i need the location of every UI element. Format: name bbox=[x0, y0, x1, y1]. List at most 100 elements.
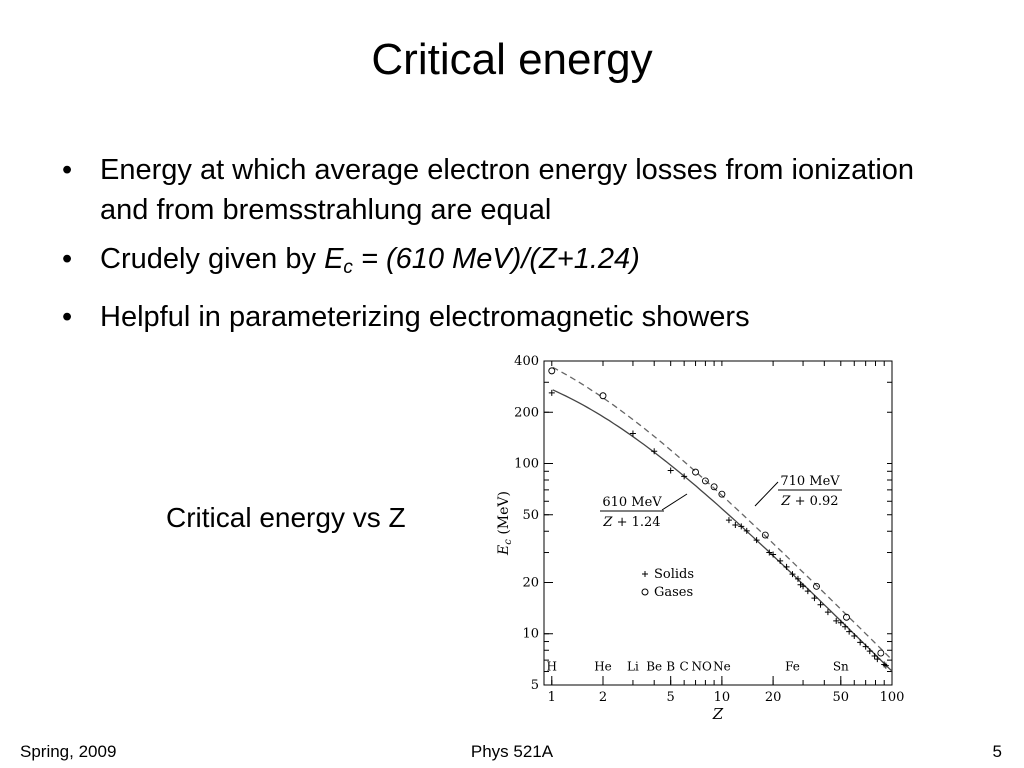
label-610-denominator: Z + 1.24 bbox=[602, 515, 660, 530]
solid-marker bbox=[794, 575, 801, 582]
solid-marker bbox=[857, 639, 864, 646]
bullet-item: • Crudely given by Ec = (610 MeV)/(Z+1.2… bbox=[62, 239, 962, 288]
curve-710-mev bbox=[552, 366, 893, 661]
element-label: H bbox=[547, 659, 557, 673]
solid-marker bbox=[753, 537, 760, 544]
x-tick-label: 10 bbox=[714, 690, 731, 705]
element-label: He bbox=[594, 659, 612, 673]
critical-energy-chart: 1 2 5 10 20 50 100 5 10 20 50 100 200 400 Z Ec (MeV) H He… bbox=[496, 354, 905, 723]
formula-text: = (610 MeV)/(Z+1.24) bbox=[352, 243, 640, 275]
solid-marker bbox=[629, 430, 636, 437]
y-tick-label: 10 bbox=[522, 627, 539, 642]
element-label: Li bbox=[627, 659, 639, 673]
solid-marker bbox=[837, 619, 844, 626]
x-tick-label: 100 bbox=[880, 690, 905, 705]
solid-marker bbox=[824, 609, 831, 616]
bullet-glyph: • bbox=[62, 154, 73, 186]
element-label: NO bbox=[691, 659, 712, 673]
gas-marker bbox=[710, 483, 718, 491]
label-610-pointer bbox=[661, 493, 688, 511]
y-tick-label: 50 bbox=[522, 508, 539, 523]
gas-marker bbox=[761, 531, 769, 539]
element-label: Be bbox=[646, 659, 662, 673]
solid-marker bbox=[667, 467, 674, 474]
x-tick-label: 20 bbox=[765, 690, 782, 705]
formula-subscript: c bbox=[343, 257, 353, 278]
solid-marker bbox=[783, 563, 790, 570]
y-tick-label: 200 bbox=[514, 405, 539, 420]
solid-marker bbox=[804, 588, 811, 595]
label-710-pointer bbox=[754, 481, 779, 507]
bullet-text: Crudely given by bbox=[100, 243, 325, 275]
y-tick-label: 20 bbox=[522, 575, 539, 590]
solid-marker bbox=[738, 523, 745, 530]
solid-marker bbox=[866, 648, 873, 655]
bullet-item: • Energy at which average electron energ… bbox=[62, 150, 962, 230]
footer-date: Spring, 2009 bbox=[20, 742, 117, 761]
bullet-text: Energy at which average electron energy … bbox=[100, 154, 915, 226]
footer-course: Phys 521A bbox=[470, 742, 554, 761]
solid-marker bbox=[548, 389, 555, 396]
gas-marker bbox=[692, 468, 699, 476]
solid-marker bbox=[770, 551, 777, 558]
bullet-glyph: • bbox=[62, 301, 73, 333]
legend-label: Solids bbox=[654, 567, 694, 582]
x-tick-label: 1 bbox=[548, 690, 556, 705]
solid-marker bbox=[871, 653, 878, 660]
solid-marker bbox=[743, 527, 750, 534]
solid-marker bbox=[851, 633, 858, 640]
bullet-item: • Helpful in parameterizing electromagne… bbox=[62, 297, 962, 337]
x-axis-label: Z bbox=[712, 705, 724, 723]
gas-marker bbox=[718, 490, 726, 498]
legend-solid-marker bbox=[642, 571, 648, 577]
x-tick-label: 2 bbox=[599, 690, 607, 705]
solid-marker bbox=[833, 617, 840, 624]
plot-frame bbox=[543, 360, 893, 686]
curve-610-mev bbox=[552, 389, 893, 672]
solid-marker bbox=[789, 571, 796, 578]
label-710-denominator: Z + 0.92 bbox=[780, 494, 838, 509]
solid-marker bbox=[651, 448, 658, 455]
legend-label: Gases bbox=[654, 585, 693, 600]
legend-gas-marker bbox=[641, 588, 649, 596]
solid-marker bbox=[725, 517, 732, 524]
slide-title: Critical energy bbox=[371, 35, 653, 84]
label-610-numerator: 610 MeV bbox=[602, 495, 662, 510]
solid-marker bbox=[842, 623, 849, 630]
footer-page-number: 5 bbox=[992, 742, 1002, 761]
solid-marker bbox=[817, 601, 824, 608]
gas-marker bbox=[599, 392, 607, 400]
label-710-numerator: 710 MeV bbox=[780, 474, 840, 489]
x-tick-label: 50 bbox=[833, 690, 850, 705]
bullet-glyph: • bbox=[62, 243, 73, 275]
element-label: C bbox=[680, 659, 689, 673]
solid-marker bbox=[732, 522, 739, 529]
solid-marker bbox=[681, 473, 688, 480]
bullet-list: • Energy at which average electron energ… bbox=[62, 150, 962, 346]
bullet-text: Helpful in parameterizing electromagneti… bbox=[100, 301, 750, 333]
solid-marker bbox=[800, 583, 807, 590]
element-label: B bbox=[666, 659, 675, 673]
solid-marker bbox=[862, 643, 869, 650]
chart-caption: Critical energy vs Z bbox=[166, 502, 406, 533]
solid-marker bbox=[874, 656, 881, 663]
solid-marker bbox=[766, 549, 773, 556]
y-tick-label: 100 bbox=[514, 457, 539, 472]
y-tick-label: 400 bbox=[514, 354, 539, 369]
formula-symbol: E bbox=[324, 243, 344, 275]
x-tick-label: 5 bbox=[667, 690, 675, 705]
y-tick-label: 5 bbox=[531, 678, 539, 693]
gas-marker bbox=[548, 367, 556, 375]
gas-marker bbox=[877, 649, 885, 657]
gas-marker bbox=[813, 582, 820, 590]
solid-marker bbox=[777, 557, 784, 564]
solid-marker bbox=[811, 595, 818, 602]
solid-marker bbox=[882, 662, 889, 669]
solid-marker bbox=[846, 628, 853, 635]
element-label: Fe bbox=[785, 659, 800, 673]
element-label: Sn bbox=[833, 659, 849, 673]
gas-marker bbox=[701, 477, 709, 485]
gas-marker bbox=[843, 613, 850, 621]
y-axis-label: Ec (MeV) bbox=[496, 491, 514, 556]
element-label: Ne bbox=[713, 659, 731, 673]
